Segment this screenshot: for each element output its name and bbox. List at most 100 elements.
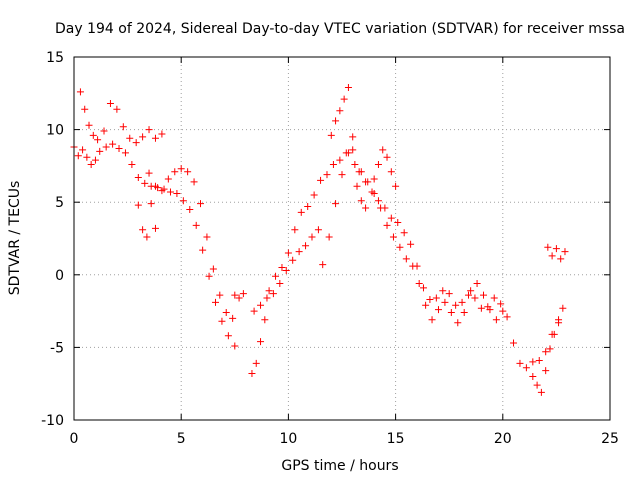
- data-points: [70, 83, 569, 396]
- data-point: [192, 221, 200, 229]
- data-point: [557, 255, 565, 263]
- data-point: [400, 229, 408, 237]
- data-point: [379, 146, 387, 154]
- data-point: [139, 133, 147, 141]
- data-point: [119, 123, 127, 131]
- data-point: [184, 168, 192, 176]
- data-point: [261, 316, 269, 324]
- data-point: [351, 160, 359, 168]
- data-point: [139, 226, 147, 234]
- data-point: [272, 272, 280, 280]
- data-point: [349, 133, 357, 141]
- data-point: [432, 294, 440, 302]
- data-point: [126, 134, 134, 142]
- grid-lines: [74, 57, 610, 420]
- data-point: [544, 243, 552, 251]
- data-point: [151, 134, 159, 142]
- x-tick-label: 15: [387, 431, 405, 447]
- data-point: [529, 372, 537, 380]
- y-tick-label: -10: [41, 413, 64, 429]
- data-point: [205, 272, 213, 280]
- data-point: [132, 139, 140, 147]
- data-point: [158, 130, 166, 138]
- data-point: [319, 261, 327, 269]
- data-point: [464, 291, 472, 299]
- data-point: [190, 178, 198, 186]
- data-point: [222, 309, 230, 317]
- data-point: [179, 197, 187, 205]
- data-point: [257, 338, 265, 346]
- data-point: [203, 233, 211, 241]
- data-point: [248, 370, 256, 378]
- x-tick-label: 0: [70, 431, 79, 447]
- data-point: [561, 248, 569, 256]
- data-point: [344, 83, 352, 91]
- data-point: [83, 153, 91, 161]
- data-point: [94, 136, 102, 144]
- data-point: [349, 146, 357, 154]
- data-point: [392, 182, 400, 190]
- data-point: [555, 316, 563, 324]
- data-point: [317, 176, 325, 184]
- data-point: [212, 298, 220, 306]
- data-point: [533, 381, 541, 389]
- data-point: [340, 95, 348, 103]
- y-tick-label: -5: [50, 340, 64, 356]
- data-point: [134, 174, 142, 182]
- data-point: [503, 313, 511, 321]
- data-point: [231, 291, 239, 299]
- data-point: [471, 294, 479, 302]
- data-point: [542, 367, 550, 375]
- data-point: [396, 243, 404, 251]
- data-point: [467, 287, 475, 295]
- data-point: [102, 143, 110, 151]
- data-point: [128, 160, 136, 168]
- y-tick-label: 0: [55, 268, 64, 284]
- data-point: [166, 188, 174, 196]
- data-point: [308, 233, 316, 241]
- data-point: [106, 99, 114, 107]
- data-point: [250, 307, 258, 315]
- data-point: [546, 345, 554, 353]
- data-point: [252, 359, 260, 367]
- data-point: [145, 169, 153, 177]
- data-point: [269, 290, 277, 298]
- data-point: [257, 301, 265, 309]
- data-point: [364, 178, 372, 186]
- data-point: [310, 191, 318, 199]
- data-point: [550, 330, 558, 338]
- data-point: [492, 316, 500, 324]
- data-point: [415, 280, 423, 288]
- data-point: [113, 105, 121, 113]
- data-point: [445, 290, 453, 298]
- data-point: [81, 105, 89, 113]
- data-point: [407, 240, 415, 248]
- data-point: [229, 314, 237, 322]
- data-point: [231, 342, 239, 350]
- data-point: [173, 189, 181, 197]
- data-point: [510, 339, 518, 347]
- data-point: [74, 152, 82, 160]
- data-point: [336, 156, 344, 164]
- data-point: [79, 146, 87, 154]
- data-point: [304, 203, 312, 211]
- y-tick-label: 5: [55, 195, 64, 211]
- data-point: [302, 242, 310, 250]
- data-point: [402, 255, 410, 263]
- data-point: [186, 205, 194, 213]
- data-point: [458, 298, 466, 306]
- data-point: [235, 294, 243, 302]
- data-point: [141, 179, 149, 187]
- data-point: [297, 208, 305, 216]
- data-point: [477, 304, 485, 312]
- data-point: [383, 221, 391, 229]
- data-point: [486, 306, 494, 314]
- data-point: [323, 171, 331, 179]
- data-point: [87, 160, 95, 168]
- data-point: [121, 149, 129, 157]
- chart-title: Day 194 of 2024, Sidereal Day-to-day VTE…: [55, 21, 625, 37]
- data-point: [151, 182, 159, 190]
- data-point: [387, 168, 395, 176]
- data-point: [387, 214, 395, 222]
- data-point: [447, 309, 455, 317]
